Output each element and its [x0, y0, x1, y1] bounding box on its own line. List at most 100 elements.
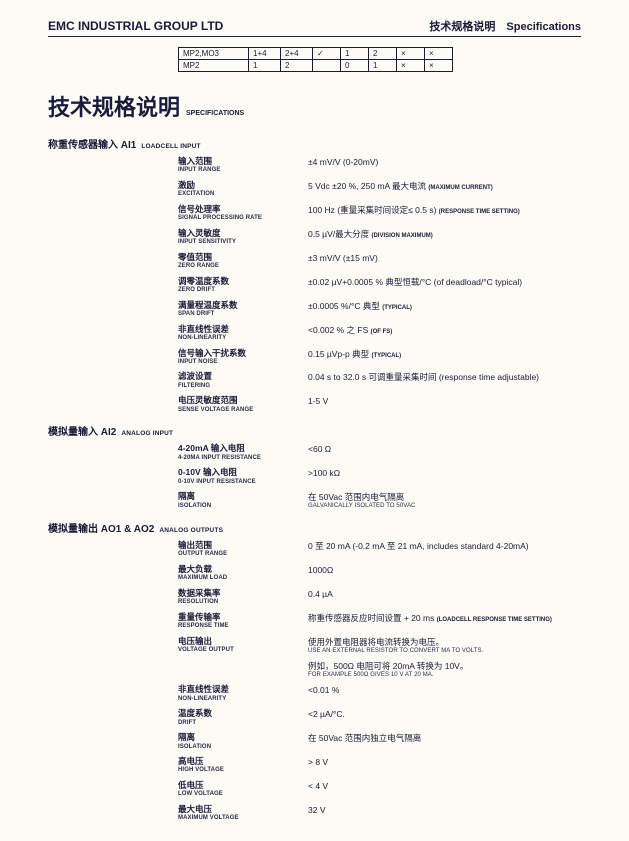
spec-label: 电压输出Voltage output [178, 637, 308, 654]
label-cn: 输出范围 [178, 541, 308, 550]
label-en: Zero range [178, 263, 308, 270]
value-cn: <2 µA/°C. [308, 709, 581, 719]
spec-value: <60 Ω [308, 444, 581, 454]
spec-label: 零值范围Zero range [178, 253, 308, 270]
label-en: Excitation [178, 191, 308, 198]
value-cn: ±0.0005 %/°C 典型 (typical) [308, 301, 581, 312]
spec-row: 温度系数Drift<2 µA/°C. [178, 709, 581, 726]
spec-value: 使用外置电阻器将电流转换为电压。Use an external resistor… [308, 637, 581, 679]
value-cn: ±4 mV/V (0-20mV) [308, 157, 581, 167]
value-en: Galvanically isolated to 50Vac [308, 503, 581, 510]
value-cn: 1-5 V [308, 396, 581, 406]
cell: × [397, 48, 425, 60]
cell: × [425, 48, 453, 60]
value-cn: <0.002 % 之 FS (of FS) [308, 325, 581, 336]
spec-value: 100 Hz (重量采集时间设定≤ 0.5 s) (response time … [308, 205, 581, 216]
spec-row: 最大负载Maximum load1000Ω [178, 565, 581, 582]
spec-label: 高电压High voltage [178, 757, 308, 774]
label-cn: 高电压 [178, 757, 308, 766]
value-cn: 0.04 s to 32.0 s 可调重量采集时间 (response time… [308, 372, 581, 382]
title-cn: 技术规格说明 [48, 90, 180, 122]
spec-row: 调零温度系数Zero drift±0.02 µV+0.0005 % 典型恒载/°… [178, 277, 581, 294]
value-cn: 在 50Vac 范围内电气隔离 [308, 492, 581, 502]
label-cn: 隔离 [178, 733, 308, 742]
spec-value: 0.15 µVp-p 典型 (typical) [308, 349, 581, 360]
label-en: Voltage output [178, 647, 308, 654]
label-en: Maximum voltage [178, 815, 308, 822]
spec-value: 1000Ω [308, 565, 581, 575]
section-heading: 模拟量输出 AO1 & AO2Analog Outputs [48, 520, 581, 535]
spec-value: <0.01 % [308, 685, 581, 695]
value-cn: 0.5 µV/最大分度 (division maximum) [308, 229, 581, 240]
spec-label: 输出范围Output range [178, 541, 308, 558]
spec-label: 最大电压Maximum voltage [178, 805, 308, 822]
label-en: 0-10V input resistance [178, 479, 308, 486]
label-cn: 4-20mA 输入电阻 [178, 444, 308, 453]
section-heading: 称重传感器输入 AI1Loadcell Input [48, 136, 581, 151]
value-cn: < 4 V [308, 781, 581, 791]
cell: MP2,MO3 [179, 48, 249, 60]
label-cn: 零值范围 [178, 253, 308, 262]
spec-label: 0-10V 输入电阻0-10V input resistance [178, 468, 308, 485]
spec-value: <0.002 % 之 FS (of FS) [308, 325, 581, 336]
title-en: Specifications [186, 110, 244, 117]
label-cn: 调零温度系数 [178, 277, 308, 286]
value-cn: 在 50Vac 范围内独立电气隔离 [308, 733, 581, 743]
value-cn: 5 Vdc ±20 %, 250 mA 最大电流 (maximum curren… [308, 181, 581, 192]
spec-value: ±4 mV/V (0-20mV) [308, 157, 581, 167]
section-cn: 称重传感器输入 AI1 [48, 136, 136, 151]
top-table: MP2,MO3 1+4 2+4 ✓ 1 2 × × MP2 1 2 0 1 × … [178, 47, 453, 72]
spec-label: 电压灵敏度范围Sense voltage range [178, 396, 308, 413]
label-en: Isolation [178, 503, 308, 510]
spec-value: 32 V [308, 805, 581, 815]
spec-row: 隔离 Isolation在 50Vac 范围内电气隔离Galvanically i… [178, 492, 581, 510]
spec-value: 0.4 µA [308, 589, 581, 599]
label-en: Isolation [178, 744, 308, 751]
cell: 2 [281, 60, 313, 72]
spec-value: > 8 V [308, 757, 581, 767]
spec-label: 最大负载Maximum load [178, 565, 308, 582]
label-cn: 隔离 [178, 492, 308, 501]
value-cn: <0.01 % [308, 685, 581, 695]
page-header: EMC INDUSTRIAL GROUP LTD 技术规格说明 Specific… [48, 18, 581, 37]
annotation: (typical) [382, 305, 412, 311]
value-cn: 0 至 20 mA (-0.2 mA 至 21 mA, includes sta… [308, 541, 581, 551]
cell: 1 [341, 48, 369, 60]
cell: × [425, 60, 453, 72]
label-en: Resolution [178, 599, 308, 606]
label-cn: 非直线性误差 [178, 325, 308, 334]
page-title: 技术规格说明 Specifications [48, 90, 581, 122]
spec-label: 输入灵敏度Input sensitivity [178, 229, 308, 246]
spec-label: 信号处理率Signal processing rate [178, 205, 308, 222]
header-right-en: Specifications [506, 21, 581, 33]
spec-label: 满量程温度系数Span drift [178, 301, 308, 318]
spec-value: 在 50Vac 范围内电气隔离Galvanically isolated to … [308, 492, 581, 510]
header-right: 技术规格说明 Specifications [429, 18, 581, 34]
cell: × [397, 60, 425, 72]
annotation: (of FS) [371, 329, 393, 335]
label-cn: 非直线性误差 [178, 685, 308, 694]
value-cn: 1000Ω [308, 565, 581, 575]
value-cn: 0.4 µA [308, 589, 581, 599]
spec-row: 0-10V 输入电阻0-10V input resistance>100 kΩ [178, 468, 581, 485]
spec-row: 低电压Low voltage< 4 V [178, 781, 581, 798]
label-en: Non-linearity [178, 335, 308, 342]
value-cn: 0.15 µVp-p 典型 (typical) [308, 349, 581, 360]
cell: ✓ [313, 48, 341, 60]
spec-value: 0.5 µV/最大分度 (division maximum) [308, 229, 581, 240]
spec-label: 隔离 Isolation [178, 733, 308, 750]
label-en: High voltage [178, 767, 308, 774]
spec-label: 输入范围Input Range [178, 157, 308, 174]
spec-row: 电压输出Voltage output使用外置电阻器将电流转换为电压。Use an… [178, 637, 581, 679]
spec-value: ±3 mV/V (±15 mV) [308, 253, 581, 263]
label-en: Low voltage [178, 791, 308, 798]
value-cn: 例如，500Ω 电阻可将 20mA 转换为 10V。 [308, 661, 581, 671]
spec-row: 信号处理率Signal processing rate100 Hz (重量采集时… [178, 205, 581, 222]
spec-row: 输入灵敏度Input sensitivity0.5 µV/最大分度 (divis… [178, 229, 581, 246]
annotation: (maximum current) [428, 185, 492, 191]
label-cn: 重量传输率 [178, 613, 308, 622]
spec-label: 激励Excitation [178, 181, 308, 198]
spec-value: ±0.0005 %/°C 典型 (typical) [308, 301, 581, 312]
value-cn: ±0.02 µV+0.0005 % 典型恒载/°C (of deadload/°… [308, 277, 581, 287]
spec-value: 1-5 V [308, 396, 581, 406]
